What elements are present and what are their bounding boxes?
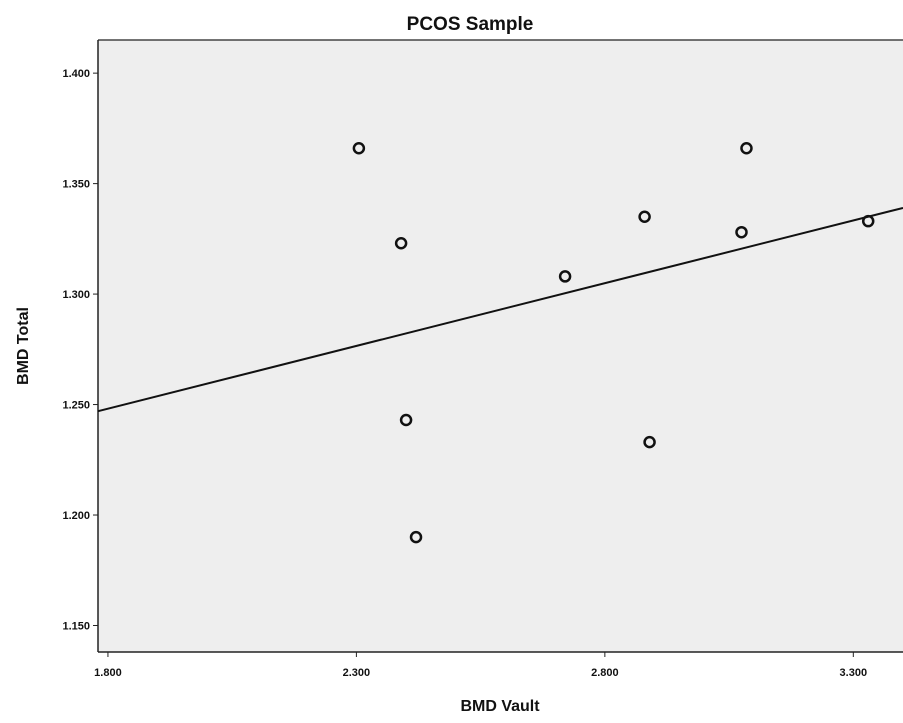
x-axis-label: BMD Vault	[460, 698, 540, 715]
y-tick-label: 1.150	[62, 620, 90, 632]
data-point	[643, 435, 656, 449]
data-point	[735, 225, 748, 239]
x-tick-label: 3.300	[840, 667, 868, 679]
axes	[97, 39, 903, 653]
data-points	[352, 142, 875, 544]
fit-line-group	[97, 206, 903, 413]
data-point	[740, 142, 753, 155]
chart-title: PCOS Sample	[407, 14, 534, 35]
data-point	[394, 237, 408, 250]
y-ticks: 1.150 1.200 1.250 1.300 1.350 1.400	[62, 68, 98, 632]
data-point	[638, 210, 651, 224]
fit-line	[97, 206, 903, 413]
data-point	[861, 214, 875, 228]
y-tick-label: 1.300	[62, 289, 90, 301]
y-tick-label: 1.200	[62, 510, 90, 522]
y-axis-label: BMD Total	[15, 307, 32, 385]
data-point	[558, 270, 572, 283]
x-tick-label: 2.800	[591, 667, 619, 679]
x-tick-label: 2.300	[343, 667, 371, 679]
y-tick-label: 1.400	[62, 68, 90, 80]
data-point	[352, 142, 366, 155]
data-point	[399, 413, 413, 427]
x-ticks: 1.800 2.300 2.800 3.300	[94, 652, 867, 679]
y-tick-label: 1.350	[62, 179, 90, 191]
x-tick-label: 1.800	[94, 667, 122, 679]
data-point	[409, 530, 423, 544]
plot-background	[98, 40, 903, 652]
y-tick-label: 1.250	[62, 400, 90, 412]
